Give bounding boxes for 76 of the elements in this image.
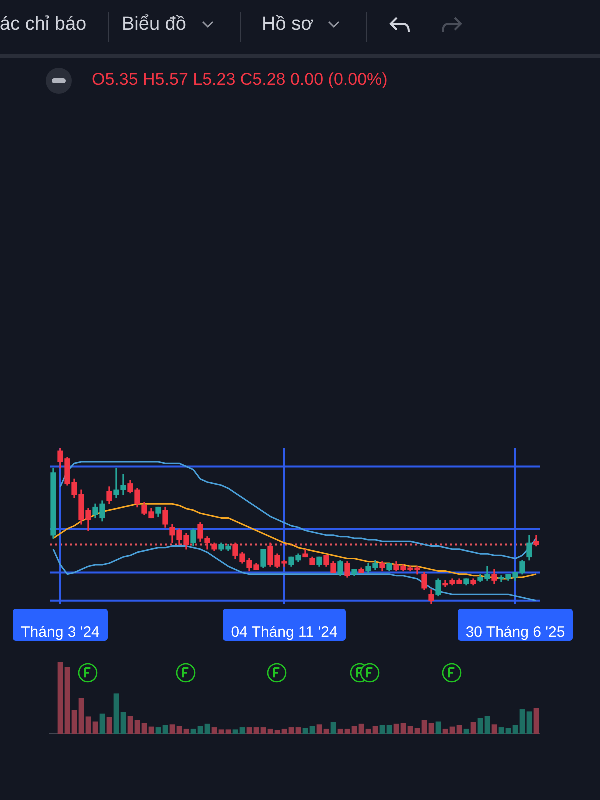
bar xyxy=(274,730,280,734)
bar xyxy=(232,730,238,734)
bar xyxy=(184,728,190,734)
bar xyxy=(106,717,112,734)
bar xyxy=(428,723,434,734)
bar xyxy=(492,724,498,734)
bar xyxy=(380,725,386,734)
bar xyxy=(120,712,126,734)
bar xyxy=(442,728,448,734)
bar xyxy=(478,718,484,734)
bar xyxy=(212,728,218,734)
bar xyxy=(114,694,120,734)
bar xyxy=(414,728,420,734)
bar xyxy=(260,728,266,734)
bar xyxy=(190,728,196,734)
bar xyxy=(534,708,540,734)
bar xyxy=(400,723,406,734)
text: ác chỉ báo xyxy=(0,14,87,36)
bar xyxy=(282,728,288,734)
bar xyxy=(296,728,302,734)
bar xyxy=(198,726,204,734)
bar xyxy=(512,725,518,734)
bar xyxy=(394,724,400,734)
bar xyxy=(134,720,140,734)
x-tick-label: 30 Tháng 6 '25 xyxy=(466,624,566,642)
bar xyxy=(520,710,526,734)
bar xyxy=(78,698,84,734)
bar xyxy=(218,730,224,734)
bar xyxy=(338,728,344,734)
bar xyxy=(366,728,372,734)
bar xyxy=(226,730,232,734)
bar xyxy=(408,726,414,734)
bar xyxy=(268,728,274,734)
bar xyxy=(526,712,532,734)
bar xyxy=(92,722,98,734)
bar xyxy=(324,728,330,734)
bar xyxy=(86,716,92,734)
bar xyxy=(204,724,210,734)
bar xyxy=(436,722,442,734)
bar xyxy=(310,726,316,734)
bar xyxy=(254,728,260,734)
bar xyxy=(422,720,428,734)
bar xyxy=(484,716,490,734)
bar xyxy=(372,726,378,734)
bar xyxy=(470,722,476,734)
bar xyxy=(176,726,182,734)
bar xyxy=(170,724,176,734)
bar xyxy=(352,726,358,734)
bar xyxy=(456,725,462,734)
bar xyxy=(100,714,106,734)
bar xyxy=(240,728,246,734)
bar xyxy=(128,716,134,734)
bar xyxy=(302,728,308,734)
bar xyxy=(498,728,504,734)
bar xyxy=(162,725,168,734)
text: Hồ sơ xyxy=(262,14,314,36)
bar xyxy=(246,728,252,734)
bar xyxy=(464,728,470,734)
bar xyxy=(148,726,154,734)
bar xyxy=(142,723,148,734)
text: O5.35 H5.57 L5.23 C5.28 0.00 (0.00%) xyxy=(92,70,388,90)
bar xyxy=(58,662,64,734)
bar xyxy=(156,728,162,734)
bar xyxy=(64,667,70,734)
x-tick-label: Tháng 3 '24 xyxy=(21,624,100,642)
bar xyxy=(316,724,322,734)
bar xyxy=(344,728,350,734)
bar xyxy=(358,724,364,734)
bar xyxy=(506,728,512,734)
bar xyxy=(72,710,78,734)
bar xyxy=(330,722,336,734)
bar xyxy=(288,728,294,734)
bar xyxy=(450,726,456,734)
x-tick-label: 04 Tháng 11 '24 xyxy=(231,624,338,642)
text: Biểu đồ xyxy=(122,14,186,36)
bar xyxy=(386,725,392,734)
